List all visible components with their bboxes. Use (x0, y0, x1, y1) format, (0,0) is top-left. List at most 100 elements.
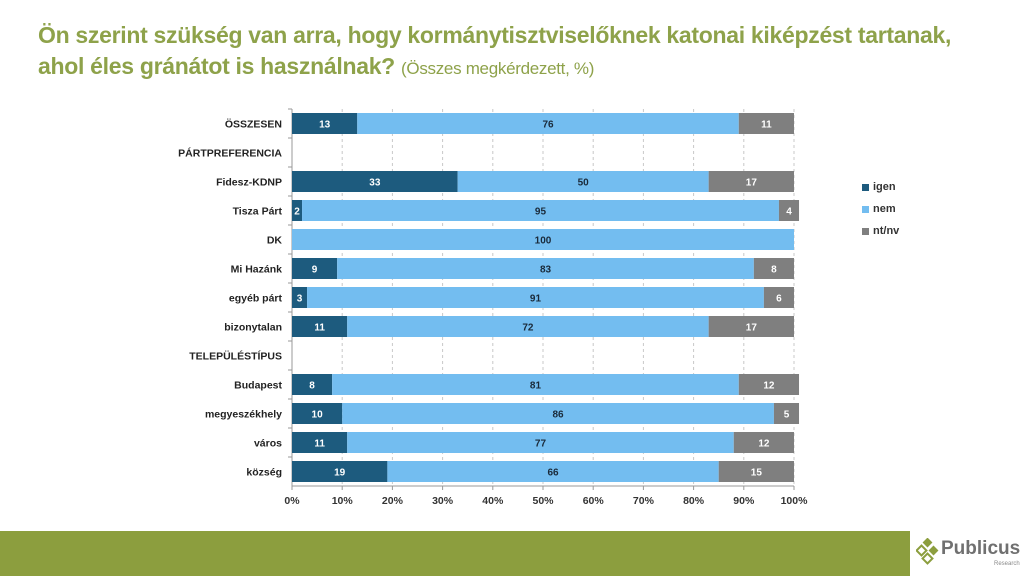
data-label-nem-mi-hazank: 83 (540, 265, 552, 276)
bar-nem-megyeszekhely (342, 403, 774, 424)
legend-item-nem: nem (862, 203, 896, 215)
data-label-nem-egyeb-part: 91 (530, 294, 542, 305)
legend-item-nt-nv: nt/nv (862, 225, 899, 237)
x-tick-label: 60% (583, 495, 605, 507)
data-label-igen-bizonytalan: 11 (314, 323, 325, 334)
bar-nem-egyeb-part (307, 287, 764, 308)
bar-nem-budapest (332, 374, 739, 395)
data-label-nem-tisza-part: 95 (535, 207, 547, 218)
bar-igen-osszesen (292, 113, 358, 134)
bar-nem-varos (347, 432, 734, 453)
data-label-nem-kozseg: 66 (547, 468, 559, 479)
logo-tagline: Research (994, 561, 1020, 567)
data-label-nem-fidesz-kdnp: 50 (578, 178, 590, 189)
bar-nt-nv-tisza-part (778, 200, 800, 221)
data-label-igen-fidesz-kdnp: 33 (369, 178, 381, 189)
data-label-nem-budapest: 81 (530, 381, 542, 392)
data-label-nt-nv-mi-hazank: 8 (771, 265, 777, 276)
bar-nem-dk (292, 229, 794, 250)
bar-nt-nv-kozseg (718, 461, 794, 482)
footer-bar (0, 531, 910, 576)
bar-nt-nv-megyeszekhely (773, 403, 800, 424)
legend-label-nt-nv: nt/nv (873, 225, 900, 237)
bar-igen-mi-hazank (292, 258, 338, 279)
x-tick-label: 10% (332, 495, 354, 507)
x-tick-label: 80% (683, 495, 705, 507)
bar-nem-bizonytalan (347, 316, 709, 337)
bar-igen-megyeszekhely (292, 403, 343, 424)
data-label-nem-osszesen: 76 (542, 120, 554, 131)
category-label-megyeszekhely: megyeszékhely (205, 409, 282, 421)
data-label-nem-varos: 77 (535, 439, 547, 450)
data-label-igen-mi-hazank: 9 (312, 265, 318, 276)
x-tick-label: 50% (532, 495, 554, 507)
category-label-osszesen: ÖSSZESEN (225, 118, 282, 131)
title-subtitle: (Összes megkérdezett, %) (401, 59, 595, 78)
publicus-logo: Publicus Research (916, 534, 1024, 574)
x-tick-label: 100% (781, 495, 809, 507)
data-label-igen-osszesen: 13 (319, 120, 331, 131)
data-label-igen-varos: 11 (314, 439, 325, 450)
bar-igen-varos (292, 432, 348, 453)
legend-item-igen: igen (862, 181, 896, 193)
data-label-nt-nv-tisza-part: 4 (786, 207, 792, 218)
logo-text: Publicus (941, 538, 1021, 559)
bar-nt-nv-osszesen (738, 113, 794, 134)
bar-nem-mi-hazank (337, 258, 754, 279)
bar-igen-kozseg (292, 461, 388, 482)
x-tick-label: 90% (733, 495, 755, 507)
category-label-tisza-part: Tisza Párt (233, 206, 283, 218)
bar-nt-nv-mi-hazank (753, 258, 794, 279)
chart-title: Ön szerint szükség van arra, hogy kormán… (38, 20, 998, 84)
data-label-nem-megyeszekhely: 86 (552, 410, 564, 421)
category-label-egyeb-part: egyéb párt (229, 293, 283, 305)
bar-nt-nv-fidesz-kdnp (708, 171, 794, 192)
data-label-nt-nv-fidesz-kdnp: 17 (746, 178, 758, 189)
data-label-nt-nv-varos: 12 (758, 439, 770, 450)
publicus-logo-icon (916, 538, 939, 565)
data-label-nt-nv-kozseg: 15 (751, 468, 763, 479)
title-main: Ön szerint szükség van arra, hogy kormán… (38, 22, 952, 79)
x-tick-label: 70% (633, 495, 655, 507)
category-label-budapest: Budapest (234, 380, 282, 392)
bar-nem-tisza-part (302, 200, 779, 221)
data-label-nem-bizonytalan: 72 (522, 323, 534, 334)
category-label-kozseg: község (246, 467, 282, 479)
category-label-fidesz-kdnp: Fidesz-KDNP (216, 177, 282, 189)
x-tick-label: 30% (432, 495, 454, 507)
data-label-nt-nv-osszesen: 11 (761, 120, 772, 131)
bar-nt-nv-bizonytalan (708, 316, 794, 337)
category-label-telepulestipus: TELEPÜLÉSTÍPUS (189, 350, 282, 363)
data-label-igen-budapest: 8 (309, 381, 315, 392)
bar-igen-fidesz-kdnp (292, 171, 458, 192)
legend-label-nem: nem (873, 203, 896, 215)
category-label-varos: város (254, 438, 282, 450)
bar-nem-kozseg (387, 461, 719, 482)
bar-nem-osszesen (357, 113, 739, 134)
legend-swatch-igen (862, 183, 869, 191)
bar-igen-budapest (292, 374, 333, 395)
data-label-nt-nv-bizonytalan: 17 (746, 323, 758, 334)
bar-igen-tisza-part (292, 200, 303, 221)
data-label-igen-kozseg: 19 (334, 468, 346, 479)
category-label-dk: DK (267, 235, 283, 247)
bar-nt-nv-budapest (738, 374, 800, 395)
legend-swatch-nt-nv (862, 227, 869, 235)
category-label-bizonytalan: bizonytalan (224, 322, 282, 334)
data-label-igen-tisza-part: 2 (294, 207, 300, 218)
bar-nem-fidesz-kdnp (457, 171, 709, 192)
legend-swatch-nem (862, 205, 869, 213)
bar-nt-nv-egyeb-part (763, 287, 794, 308)
bar-nt-nv-varos (733, 432, 794, 453)
data-label-igen-megyeszekhely: 10 (312, 410, 324, 421)
x-tick-label: 20% (382, 495, 404, 507)
data-label-igen-egyeb-part: 3 (297, 294, 303, 305)
x-tick-label: 0% (284, 495, 300, 507)
category-label-mi-hazank: Mi Hazánk (231, 264, 283, 276)
data-label-nt-nv-budapest: 12 (763, 381, 775, 392)
data-label-nt-nv-megyeszekhely: 5 (784, 410, 790, 421)
category-label-partpreferencia: PÁRTPREFERENCIA (178, 147, 282, 160)
legend-label-igen: igen (873, 181, 896, 193)
bar-igen-bizonytalan (292, 316, 348, 337)
